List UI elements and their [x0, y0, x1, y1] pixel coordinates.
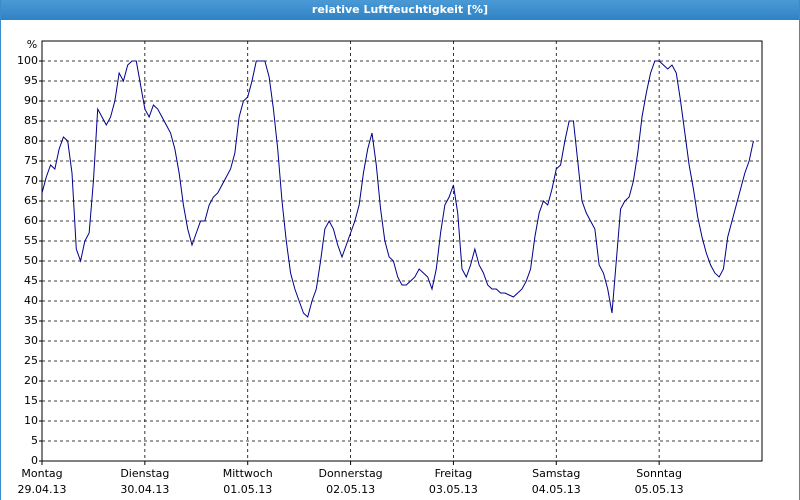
x-tick-label: 29.04.13 [18, 483, 67, 496]
x-tick-label: 02.05.13 [326, 483, 375, 496]
y-tick-label: 25 [24, 354, 38, 367]
window-title: relative Luftfeuchtigkeit [%] [1, 0, 799, 20]
x-tick-label: 30.04.13 [120, 483, 169, 496]
x-tick-label: Mittwoch [223, 467, 273, 480]
y-tick-label: 30 [24, 334, 38, 347]
y-tick-label: 55 [24, 234, 38, 247]
y-tick-label: 15 [24, 394, 38, 407]
y-tick-label: 5 [31, 434, 38, 447]
y-tick-label: 70 [24, 174, 38, 187]
y-tick-label: 10 [24, 414, 38, 427]
y-tick-label: 100 [17, 54, 38, 67]
x-tick-label: 03.05.13 [429, 483, 478, 496]
y-tick-label: 80 [24, 134, 38, 147]
line [41, 60, 754, 318]
x-tick-label: 05.05.13 [635, 483, 684, 496]
chart: % 0 5 10 15 20 25 30 35 40 45 50 55 60 65 70 75 80 85 90 95… [17, 38, 763, 496]
y-tick-label: 40 [24, 294, 38, 307]
x-tick-label: 01.05.13 [223, 483, 272, 496]
y-tick-label: 85 [24, 114, 38, 127]
y-tick-label: 45 [24, 274, 38, 287]
y-tick-label: 90 [24, 94, 38, 107]
x-tick-label: Samstag [532, 467, 580, 480]
y-tick-label: 65 [24, 194, 38, 207]
y-tick-label: 0 [31, 454, 38, 467]
y-tick-label: 35 [24, 314, 38, 327]
y-tick-label: 95 [24, 74, 38, 87]
x-tick-label: Freitag [435, 467, 473, 480]
y-tick-label: 20 [24, 374, 38, 387]
x-tick-label: 04.05.13 [532, 483, 581, 496]
y-unit-label: % [27, 38, 37, 51]
y-tick-label: 60 [24, 214, 38, 227]
y-tick-label: 75 [24, 154, 38, 167]
y-tick-label: 50 [24, 254, 38, 267]
x-tick-label: Montag [21, 467, 62, 480]
x-tick-label: Sonntag [636, 467, 682, 480]
x-tick-label: Donnerstag [318, 467, 382, 480]
x-tick-label: Dienstag [120, 467, 169, 480]
plot-area [41, 40, 763, 462]
